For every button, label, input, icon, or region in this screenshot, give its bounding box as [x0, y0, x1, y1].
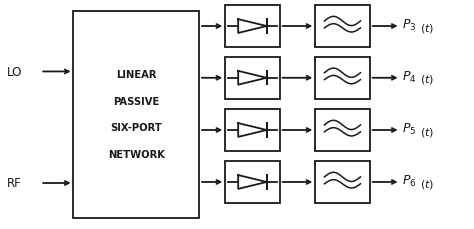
Text: $P_3$: $P_3$ — [402, 18, 417, 33]
Bar — [225, 57, 280, 100]
Bar — [315, 161, 370, 203]
Bar — [225, 109, 280, 152]
Bar — [315, 57, 370, 100]
Text: RF: RF — [7, 177, 22, 190]
Bar — [225, 6, 280, 48]
Bar — [315, 109, 370, 152]
Text: $(t)$: $(t)$ — [420, 22, 435, 35]
Bar — [73, 11, 199, 218]
Text: SIX-PORT: SIX-PORT — [110, 123, 162, 133]
Bar — [225, 161, 280, 203]
Text: $P_4$: $P_4$ — [402, 70, 417, 85]
Text: LINEAR: LINEAR — [116, 70, 156, 80]
Text: $(t)$: $(t)$ — [420, 125, 435, 138]
Text: $P_6$: $P_6$ — [402, 174, 417, 188]
Text: PASSIVE: PASSIVE — [113, 96, 159, 106]
Text: $(t)$: $(t)$ — [420, 73, 435, 86]
Bar — [315, 6, 370, 48]
Text: $P_5$: $P_5$ — [402, 122, 417, 137]
Text: $(t)$: $(t)$ — [420, 177, 435, 190]
Text: LO: LO — [7, 66, 22, 79]
Text: NETWORK: NETWORK — [108, 149, 164, 159]
